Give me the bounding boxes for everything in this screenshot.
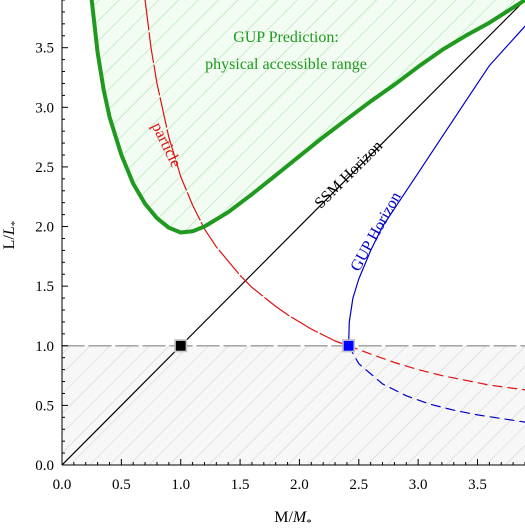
gup-horizon-label: GUP Horizon: [347, 189, 404, 274]
y-axis-label: L/L*: [1, 221, 21, 250]
gup-prediction-title: GUP Prediction:: [233, 29, 339, 46]
y-tick-label: 3.5: [35, 41, 54, 57]
y-tick-label: 1.5: [35, 279, 54, 295]
ssm-horizon-label: SSM Horizon: [312, 138, 387, 213]
y-tick-label: 2.0: [35, 220, 54, 236]
gup-prediction-subtitle: physical accessible range: [205, 56, 367, 73]
y-tick-label: 2.5: [35, 160, 54, 176]
x-tick-label: 2.5: [349, 477, 368, 493]
y-tick-label: 0.0: [35, 458, 54, 474]
x-tick-label: 3.0: [409, 477, 428, 493]
y-tick-label: 0.5: [35, 398, 54, 414]
x-tick-label: 3.5: [468, 477, 487, 493]
y-tick-label: 1.0: [35, 339, 54, 355]
x-tick-label: 1.0: [171, 477, 190, 493]
x-tick-label: 2.0: [290, 477, 309, 493]
gup-remnant-point-marker: [344, 341, 354, 351]
x-tick-label: 1.5: [231, 477, 250, 493]
x-axis-label: M/M*: [274, 509, 312, 529]
forbidden-region-hatch: [62, 346, 525, 465]
y-tick-label: 3.0: [35, 100, 54, 116]
planck-point-marker: [176, 341, 186, 351]
x-tick-label: 0.0: [53, 477, 72, 493]
x-tick-label: 0.5: [112, 477, 131, 493]
